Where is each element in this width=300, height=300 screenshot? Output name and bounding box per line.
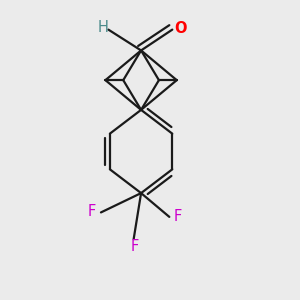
Text: F: F (88, 204, 96, 219)
Text: H: H (98, 20, 109, 35)
Text: F: F (174, 209, 182, 224)
Text: O: O (174, 21, 187, 36)
Text: F: F (131, 239, 139, 254)
